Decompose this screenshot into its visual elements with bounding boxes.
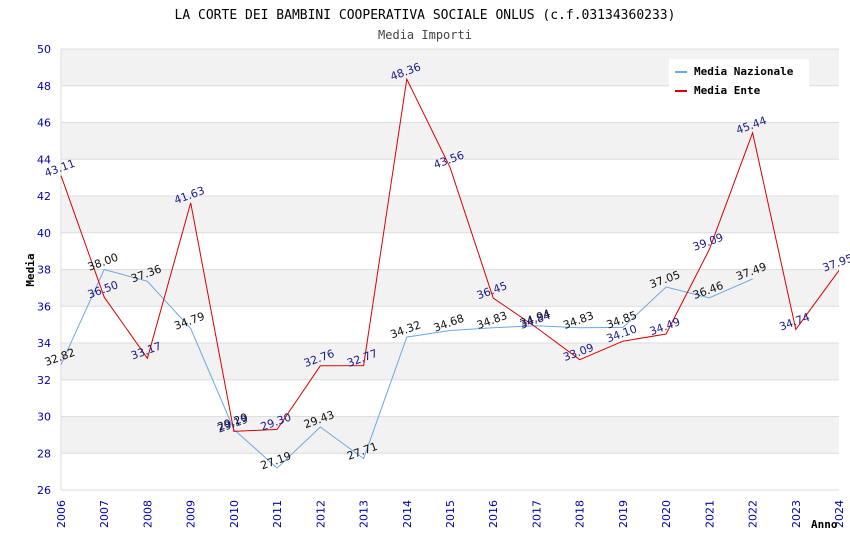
y-tick-label: 42 xyxy=(37,190,51,203)
grid-band xyxy=(61,453,839,490)
series-lines xyxy=(60,77,840,469)
legend: Media Nazionale Media Ente xyxy=(669,59,809,99)
grid-band xyxy=(61,416,839,454)
x-tick-label: 2016 xyxy=(487,500,500,528)
x-tick-label: 2017 xyxy=(530,500,543,528)
y-tick-label: 36 xyxy=(37,300,51,313)
x-tick-label: 2024 xyxy=(833,500,846,528)
y-tick-label: 38 xyxy=(37,264,51,277)
y-tick-label: 30 xyxy=(37,411,51,424)
chart-subtitle: Media Importi xyxy=(378,28,472,42)
y-tick-label: 26 xyxy=(37,484,51,497)
x-tick-label: 2009 xyxy=(185,500,198,528)
x-tick-label: 2023 xyxy=(790,500,803,528)
x-tick-label: 2008 xyxy=(141,500,154,528)
series-line-ente xyxy=(60,77,840,432)
x-tick-label: 2022 xyxy=(747,500,760,528)
x-tick-label: 2013 xyxy=(358,500,371,528)
x-axis-ticks: 2006 2007 2008 2009 2010 2011 2012 2013 2014 2015… xyxy=(55,500,846,528)
y-axis-ticks: 26 28 30 32 34 36 38 40 42 44 46 48 50 xyxy=(37,43,51,497)
y-tick-label: 46 xyxy=(37,117,51,130)
y-tick-label: 40 xyxy=(37,227,51,240)
y-tick-label: 32 xyxy=(37,374,51,387)
grid-band xyxy=(61,343,839,380)
grid-band xyxy=(61,306,839,343)
x-tick-label: 2021 xyxy=(703,500,716,528)
chart-title: LA CORTE DEI BAMBINI COOPERATIVA SOCIALE… xyxy=(175,8,676,23)
x-tick-label: 2011 xyxy=(271,500,284,528)
x-tick-label: 2010 xyxy=(228,500,241,528)
grid-band xyxy=(61,379,839,417)
y-tick-label: 50 xyxy=(37,43,51,56)
x-tick-label: 2014 xyxy=(401,500,414,528)
x-tick-label: 2020 xyxy=(660,500,673,528)
x-tick-label: 2015 xyxy=(444,500,457,528)
y-tick-label: 34 xyxy=(37,337,51,350)
grid-bands xyxy=(61,49,839,490)
y-tick-label: 48 xyxy=(37,80,51,93)
y-tick-label: 28 xyxy=(37,447,51,460)
x-tick-label: 2007 xyxy=(98,500,111,528)
grid-band xyxy=(61,269,839,307)
grid-band xyxy=(61,122,839,160)
series-line-nazionale xyxy=(60,268,753,469)
legend-box xyxy=(669,59,809,99)
y-tick-label: 44 xyxy=(37,153,51,166)
grid-band xyxy=(61,159,839,196)
grid-band xyxy=(61,196,839,233)
grid-lines xyxy=(60,48,839,491)
legend-label-ente: Media Ente xyxy=(694,84,761,97)
y-axis-title: Media xyxy=(24,253,37,286)
x-tick-label: 2006 xyxy=(55,500,68,528)
x-tick-label: 2019 xyxy=(617,500,630,528)
x-tick-label: 2012 xyxy=(314,500,327,528)
x-axis-title: Anno xyxy=(811,518,838,531)
grid-band xyxy=(61,232,839,270)
x-tick-label: 2018 xyxy=(574,500,587,528)
legend-label-nazionale: Media Nazionale xyxy=(694,65,794,78)
